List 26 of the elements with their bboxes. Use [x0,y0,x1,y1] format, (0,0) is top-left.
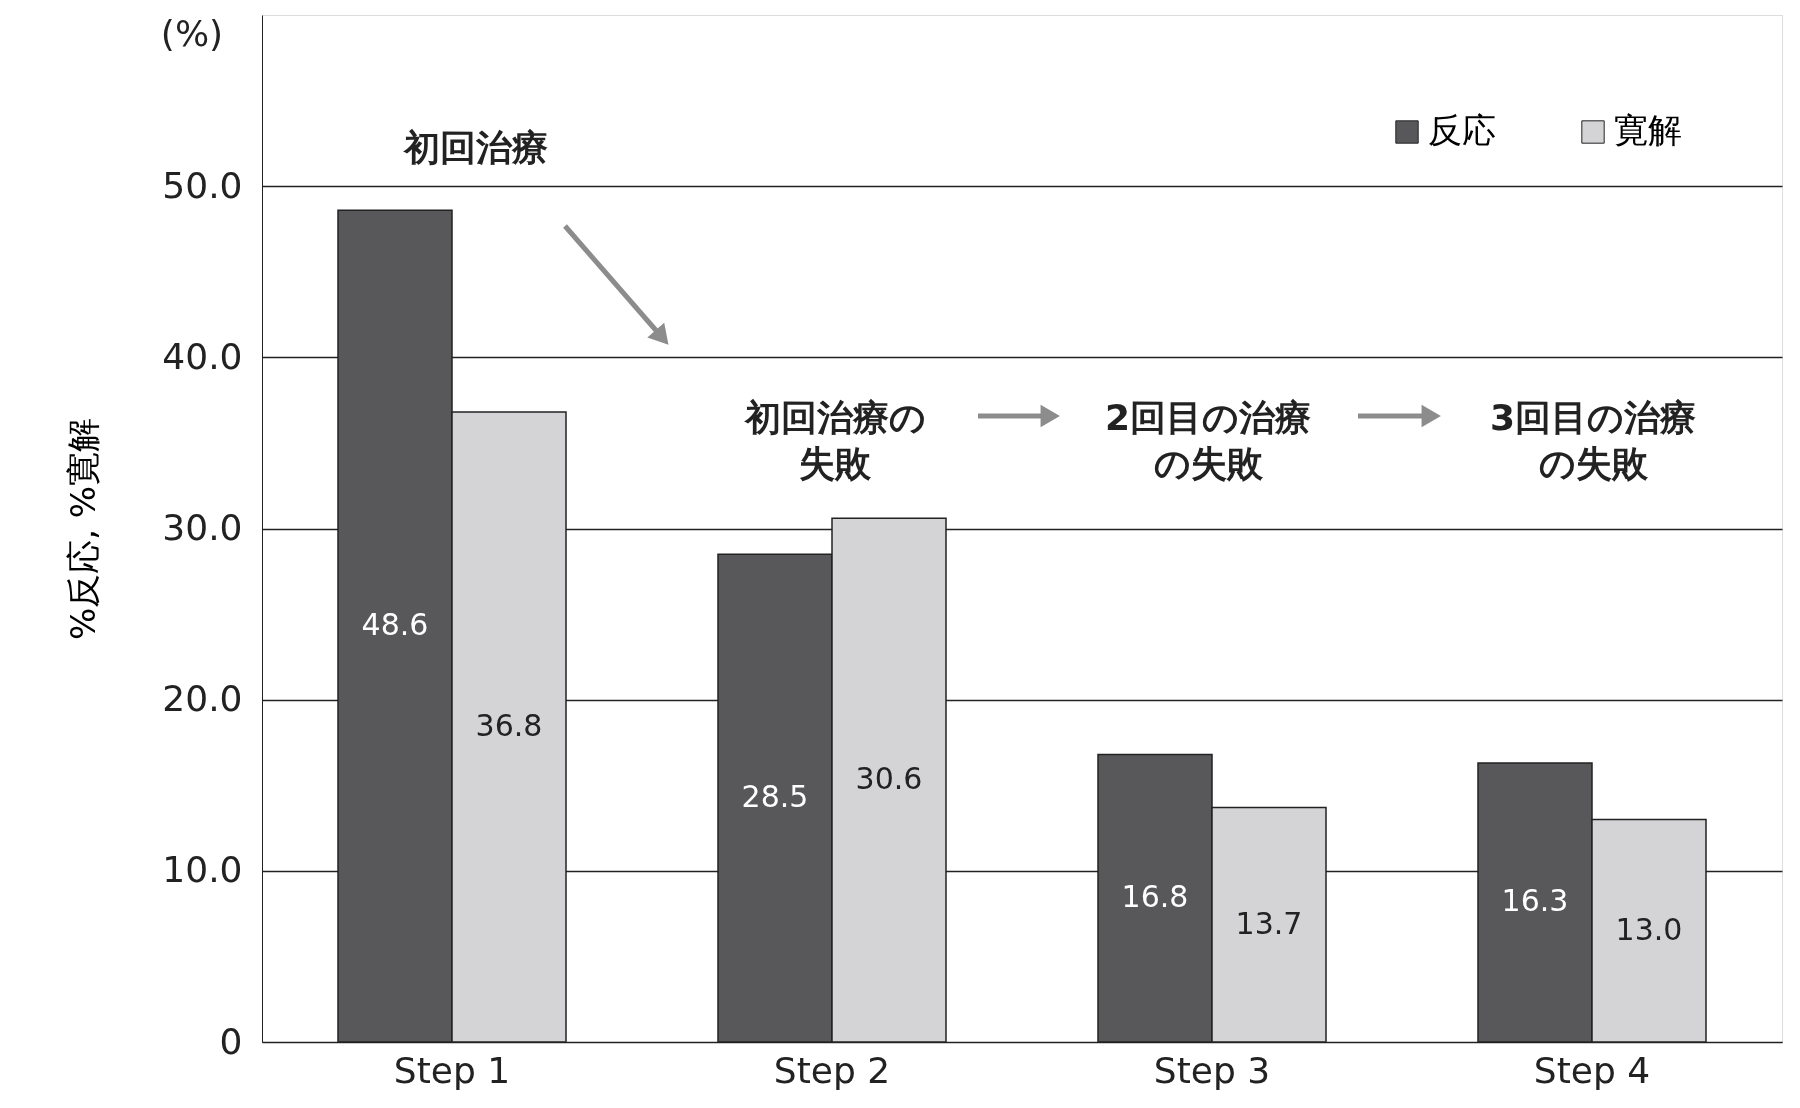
data-label: 13.0 [1615,911,1683,947]
x-tick-label: Step 2 [773,1049,891,1091]
data-label: 48.6 [361,607,429,643]
text: (%) [160,13,224,54]
legend-label: 寛解 [1614,110,1682,150]
data-label: 16.3 [1501,883,1569,919]
data-label: 13.7 [1235,905,1303,941]
x-tick-label: Step 1 [393,1049,511,1091]
annotation: 3回目の治療の失敗 [1489,397,1697,484]
annotation: 2回目の治療の失敗 [1104,397,1312,484]
x-tick-label: Step 4 [1533,1049,1651,1091]
data-label: 36.8 [475,708,543,744]
y-axis-title: %反応, %寛解 [63,417,104,641]
data-label: 30.6 [855,761,923,797]
y-tick-label: 40.0 [162,335,243,377]
y-tick-label: 10.0 [162,849,243,891]
x-tick-label: Step 3 [1153,1049,1271,1091]
y-tick-label: 50.0 [162,164,243,206]
legend-label: 反応 [1428,110,1496,150]
annotation: 初回治療の失敗 [743,397,926,484]
data-label: 28.5 [741,779,809,815]
annotation: 初回治療 [403,127,548,168]
y-tick-label: 30.0 [162,507,243,548]
y-tick-label: 0 [219,1020,243,1062]
data-label: 16.8 [1121,879,1189,915]
y-tick-label: 20.0 [162,678,243,720]
